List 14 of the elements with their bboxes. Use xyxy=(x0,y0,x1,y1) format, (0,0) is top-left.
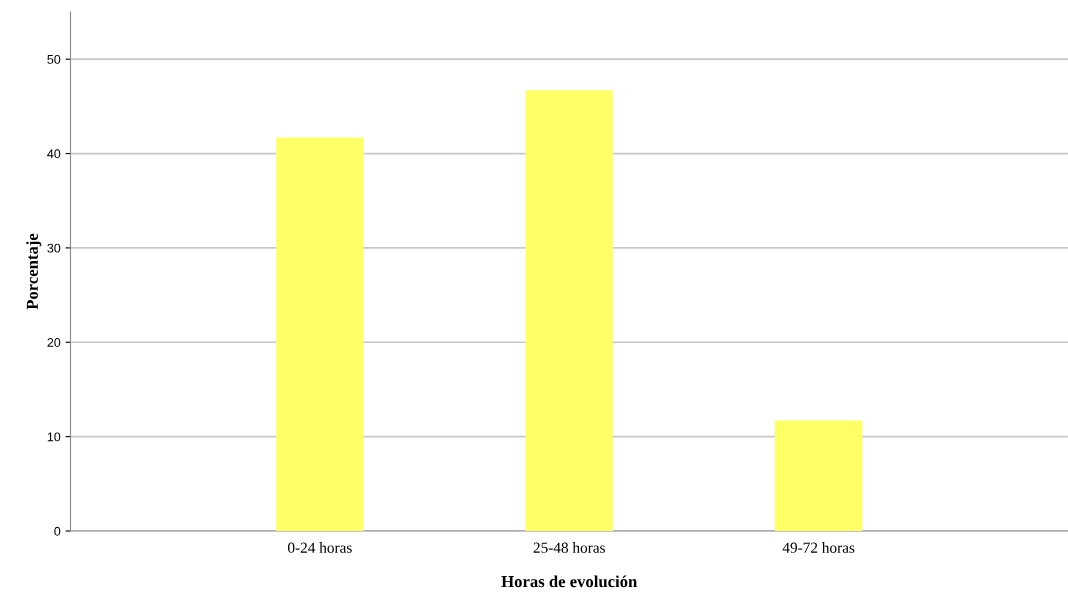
bar xyxy=(774,420,863,531)
bar xyxy=(276,137,364,531)
y-tick-label: 40 xyxy=(47,149,61,159)
y-tick-label: 0 xyxy=(54,526,61,536)
x-axis-title: Horas de evolución xyxy=(501,575,638,588)
x-tick-label: 0-24 horas xyxy=(287,542,352,553)
y-tick-label: 50 xyxy=(47,54,61,64)
y-tick-label: 30 xyxy=(47,243,61,253)
x-tick-label: 25-48 horas xyxy=(533,542,605,553)
y-axis-title: Porcentaje xyxy=(26,233,42,310)
bar xyxy=(525,90,613,531)
x-tick-label: 49-72 horas xyxy=(782,542,855,553)
y-tick-label: 20 xyxy=(47,338,61,347)
y-tick-label: 10 xyxy=(47,432,61,442)
